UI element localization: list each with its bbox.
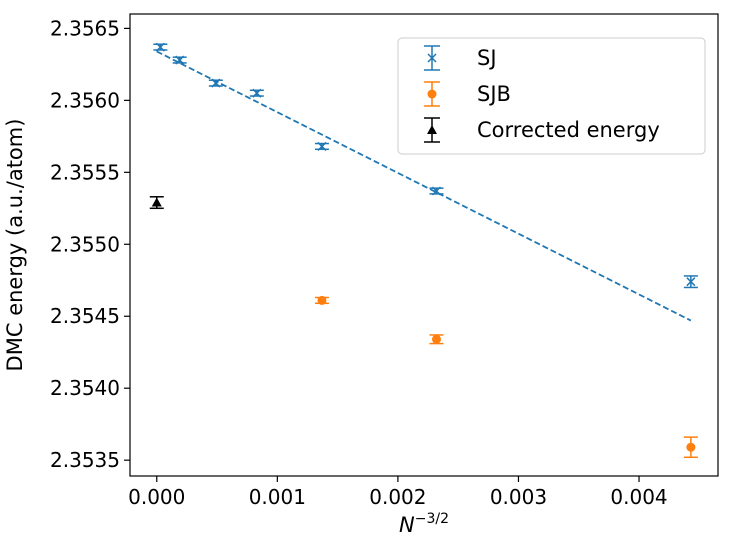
x-tick-label: 0.004 — [610, 485, 667, 509]
x-marker-stroke — [317, 141, 327, 151]
plot-area — [149, 42, 698, 459]
x-axis: 0.000 0.001 0.002 0.003 0.004 — [128, 476, 668, 509]
x-marker — [211, 78, 221, 88]
data-point — [683, 275, 698, 289]
x-marker — [427, 53, 437, 63]
x-marker-stroke — [427, 53, 437, 63]
legend: SJ SJB Corrected energy — [397, 37, 706, 155]
x-marker-stroke — [431, 186, 442, 196]
circle-marker — [317, 295, 327, 305]
circle-marker — [427, 89, 437, 99]
x-tick-label: 0.002 — [369, 485, 426, 509]
data-point — [683, 436, 698, 459]
y-tick-label: 2.3550 — [50, 232, 120, 256]
x-marker — [431, 186, 442, 196]
y-tick-label: 2.3555 — [50, 160, 120, 184]
x-marker — [175, 55, 185, 65]
legend-entry: SJ — [424, 45, 497, 71]
legend-entry: Corrected energy — [424, 117, 660, 143]
triangle-marker — [427, 125, 437, 134]
series-triangle — [149, 196, 164, 210]
axes-frame — [129, 13, 719, 477]
data-point — [149, 196, 164, 210]
data-point — [314, 295, 329, 305]
data-point — [208, 78, 223, 88]
x-marker-stroke — [686, 277, 696, 287]
y-tick-label: 2.3545 — [50, 304, 120, 328]
legend-entry: SJB — [424, 81, 511, 107]
triangle-marker — [151, 197, 162, 207]
x-axis-label-superscript: −3/2 — [415, 511, 449, 527]
data-point — [429, 334, 444, 345]
x-axis-label-base: N — [399, 513, 415, 537]
x-marker — [686, 277, 696, 287]
x-marker-stroke — [252, 88, 262, 98]
legend-label: SJB — [477, 82, 511, 106]
y-tick-label: 2.3560 — [50, 88, 120, 112]
x-marker-stroke — [211, 78, 221, 88]
data-point — [429, 186, 444, 196]
legend-label: SJ — [477, 46, 497, 70]
fit-line — [156, 50, 692, 322]
circle-marker — [686, 442, 696, 452]
x-tick-label: 0.000 — [128, 485, 185, 509]
x-tick-label: 0.003 — [490, 485, 547, 509]
circle-marker — [431, 334, 441, 344]
data-point — [172, 55, 187, 65]
legend-label: Corrected energy — [477, 118, 660, 142]
y-axis: 2.3535 2.3540 2.3545 2.3550 2.3555 2.3560 2.35… — [50, 16, 130, 472]
data-point — [249, 88, 264, 98]
x-axis-label: N−3/2 — [399, 511, 449, 537]
legend-box — [397, 37, 706, 155]
x-marker — [252, 88, 262, 98]
data-point — [153, 42, 168, 52]
y-axis-label: DMC energy (a.u./atom) — [3, 119, 27, 372]
series-x — [153, 42, 698, 289]
y-tick-label: 2.3535 — [50, 448, 120, 472]
x-marker — [155, 42, 165, 52]
x-marker-stroke — [155, 42, 165, 52]
x-marker — [317, 141, 327, 151]
data-point — [314, 141, 329, 151]
x-tick-label: 0.001 — [249, 485, 306, 509]
x-marker-stroke — [175, 55, 185, 65]
y-tick-label: 2.3540 — [50, 376, 120, 400]
series-circle — [314, 295, 698, 459]
y-tick-label: 2.3565 — [50, 16, 120, 40]
